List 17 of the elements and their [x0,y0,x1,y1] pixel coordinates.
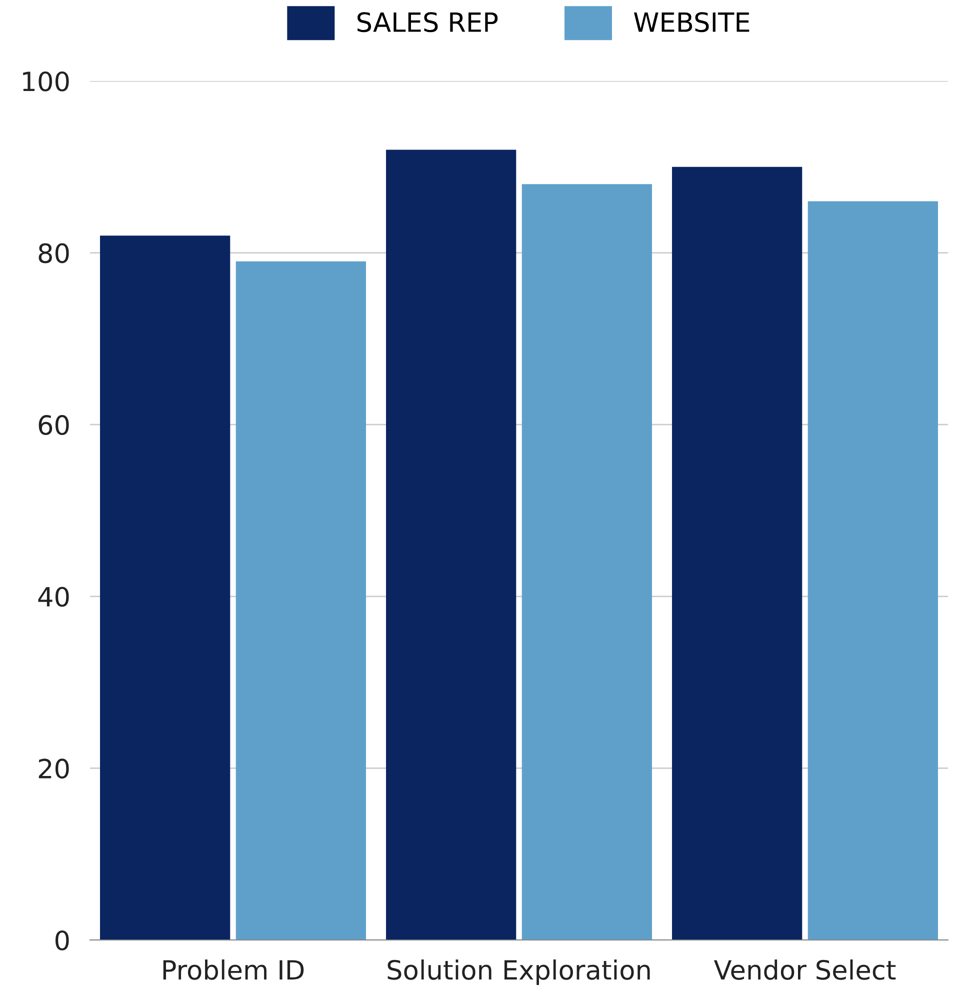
y-tick-label: 40 [38,586,69,607]
y-tick-label: 60 [38,415,69,435]
bar [100,236,230,940]
bar [808,201,938,940]
x-tick-label: Vendor Select [714,959,896,980]
x-tick-label: Solution Exploration [388,959,650,985]
y-tick-label: 0 [56,930,69,950]
bar [522,184,652,940]
y-tick-label: 100 [23,71,69,92]
bar [386,150,516,940]
y-tick-label: 80 [38,243,69,264]
bar [236,261,366,940]
legend-label: SALES REP [358,12,498,32]
y-tick-label: 20 [38,758,69,779]
bar [672,166,802,940]
legend-label: WEBSITE [634,12,750,32]
x-tick-label: Problem ID [163,959,304,980]
